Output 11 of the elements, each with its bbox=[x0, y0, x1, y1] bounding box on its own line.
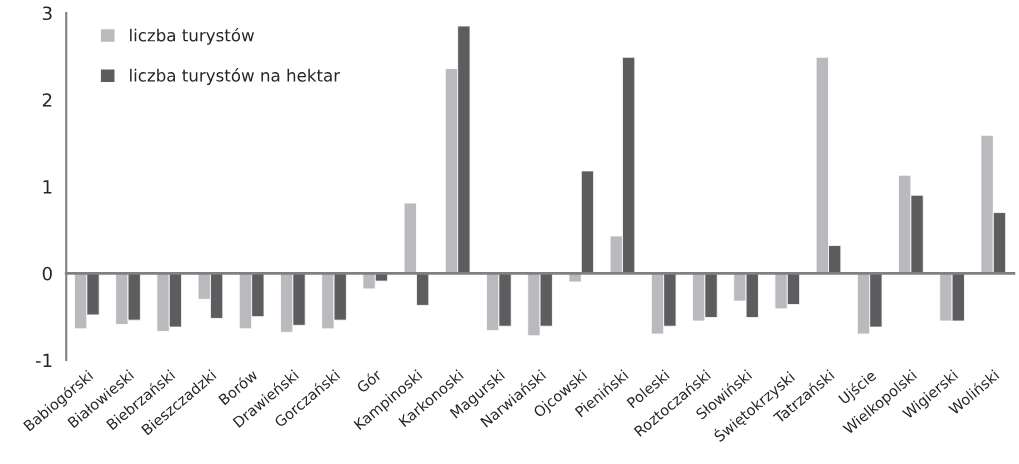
y-tick-label: 1 bbox=[43, 180, 52, 194]
y-tick-label: -1 bbox=[35, 353, 52, 367]
legend-label: liczba turystów na hektar bbox=[130, 68, 341, 85]
bar bbox=[403, 202, 417, 274]
y-tick-label: 2 bbox=[42, 93, 52, 107]
y-tick-label: 3 bbox=[42, 6, 52, 21]
legend-label: liczba turystów bbox=[130, 27, 254, 45]
y-tick-label: 0 bbox=[42, 266, 52, 281]
bar bbox=[580, 170, 595, 274]
bar bbox=[416, 272, 430, 306]
bar bbox=[568, 272, 582, 283]
